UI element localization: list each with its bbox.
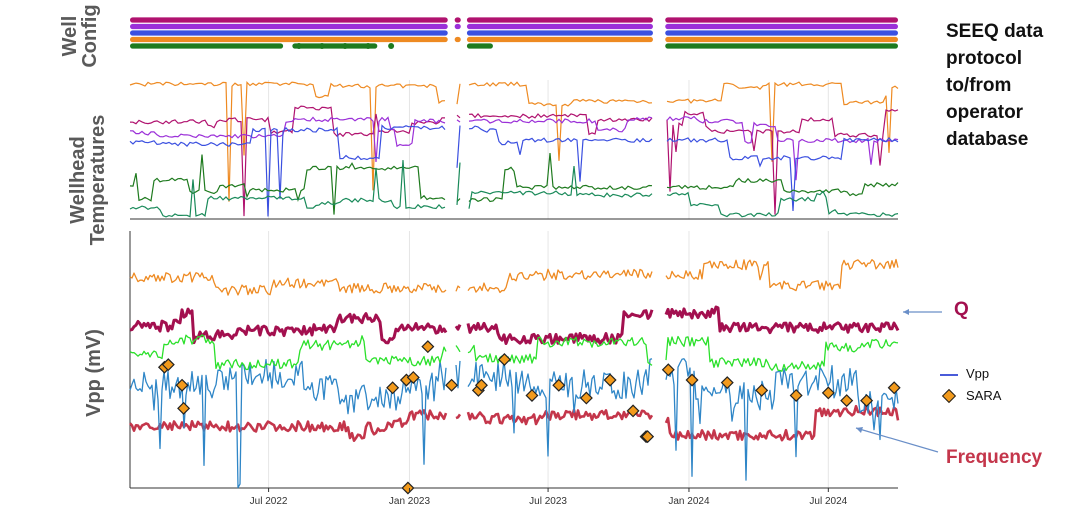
temp-series-5 <box>129 160 899 218</box>
temp-series-2 <box>129 115 899 181</box>
sara-point-28 <box>887 381 901 395</box>
sara-point-17 <box>626 404 640 418</box>
config-bar-4-2 <box>466 43 493 49</box>
protocol-note: SEEQ data protocol to/from operator data… <box>946 21 1044 150</box>
q-annotation: Q <box>954 299 969 320</box>
config-bar-2-1 <box>466 30 653 36</box>
config-bar-1-2 <box>466 23 653 30</box>
sara-point-26 <box>840 394 854 408</box>
sara-point-16 <box>603 373 617 387</box>
config-bar-0-2 <box>466 17 653 23</box>
config-dot-1 <box>319 43 325 49</box>
config-bar-3-3 <box>665 36 898 43</box>
temp-series-3 <box>129 124 899 217</box>
sara-point-22 <box>720 376 734 390</box>
config-bar-3-2 <box>466 36 653 43</box>
config-bar-4-3 <box>665 43 898 49</box>
sara-point-15 <box>579 391 593 405</box>
config-bar-1-0 <box>130 23 448 30</box>
config-dot-0 <box>295 43 302 49</box>
sara-point-13 <box>525 388 539 402</box>
vpp-series-4 <box>129 258 899 296</box>
sara-point-11 <box>474 378 488 392</box>
config-dot-3 <box>365 43 372 49</box>
config-dot-4 <box>388 43 395 49</box>
config-bar-2-2 <box>665 30 898 36</box>
legend-label-sara: SARA <box>966 388 1002 403</box>
vpp-series-2 <box>129 358 899 489</box>
sara-point-3 <box>177 401 191 415</box>
legend-label-vpp: Vpp <box>966 366 990 381</box>
x-tick-label-0: Jul 2022 <box>250 496 288 507</box>
config-bar-3-0 <box>130 36 448 43</box>
sara-point-23 <box>755 383 769 397</box>
x-tick-label-1: Jan 2023 <box>389 496 431 507</box>
x-tick-label-4: Jul 2024 <box>809 496 847 507</box>
config-bar-0-3 <box>665 17 898 23</box>
config-bar-0-0 <box>130 17 448 23</box>
legend-swatch-vpp <box>940 374 958 376</box>
temp-series-4 <box>129 152 899 215</box>
config-dot-2 <box>342 43 349 49</box>
sara-point-1 <box>161 358 175 372</box>
config-bar-1-3 <box>665 23 898 30</box>
config-bar-1-1 <box>454 23 461 30</box>
sara-point-27 <box>860 394 874 408</box>
q-arrow-head <box>903 309 909 315</box>
frequency-arrow-head <box>856 427 863 433</box>
sara-point-19 <box>641 430 655 444</box>
frequency-annotation: Frequency <box>946 447 1043 468</box>
sara-point-4 <box>386 381 400 395</box>
x-tick-label-2: Jul 2023 <box>529 496 567 507</box>
config-bar-4-1 <box>292 43 378 49</box>
sara-point-2 <box>175 378 189 392</box>
sara-point-20 <box>661 363 675 377</box>
vpp-series-1 <box>129 404 900 442</box>
sara-point-8 <box>401 481 415 495</box>
frequency-arrow <box>855 427 939 453</box>
x-tick-label-3: Jan 2024 <box>668 496 710 507</box>
panel3-label: Vpp (mV) <box>83 329 105 417</box>
sara-point-21 <box>685 373 699 387</box>
sara-point-6 <box>406 370 420 384</box>
vpp-series-3 <box>129 334 899 372</box>
sara-point-12 <box>497 352 511 367</box>
temp-series-0 <box>129 80 899 202</box>
sara-point-25 <box>821 386 835 400</box>
config-bar-2-0 <box>130 30 448 36</box>
sara-point-24 <box>789 388 803 402</box>
panel2-label: Wellhead Temperatures <box>67 114 109 246</box>
config-bar-3-1 <box>454 36 461 43</box>
config-bar-0-1 <box>454 17 461 23</box>
panel1-label: Well Config <box>59 4 101 68</box>
sara-point-14 <box>552 378 566 392</box>
config-bar-4-0 <box>130 43 284 49</box>
vpp-series-0 <box>129 305 900 345</box>
sara-point-7 <box>421 340 435 354</box>
sara-point-9 <box>445 378 459 392</box>
